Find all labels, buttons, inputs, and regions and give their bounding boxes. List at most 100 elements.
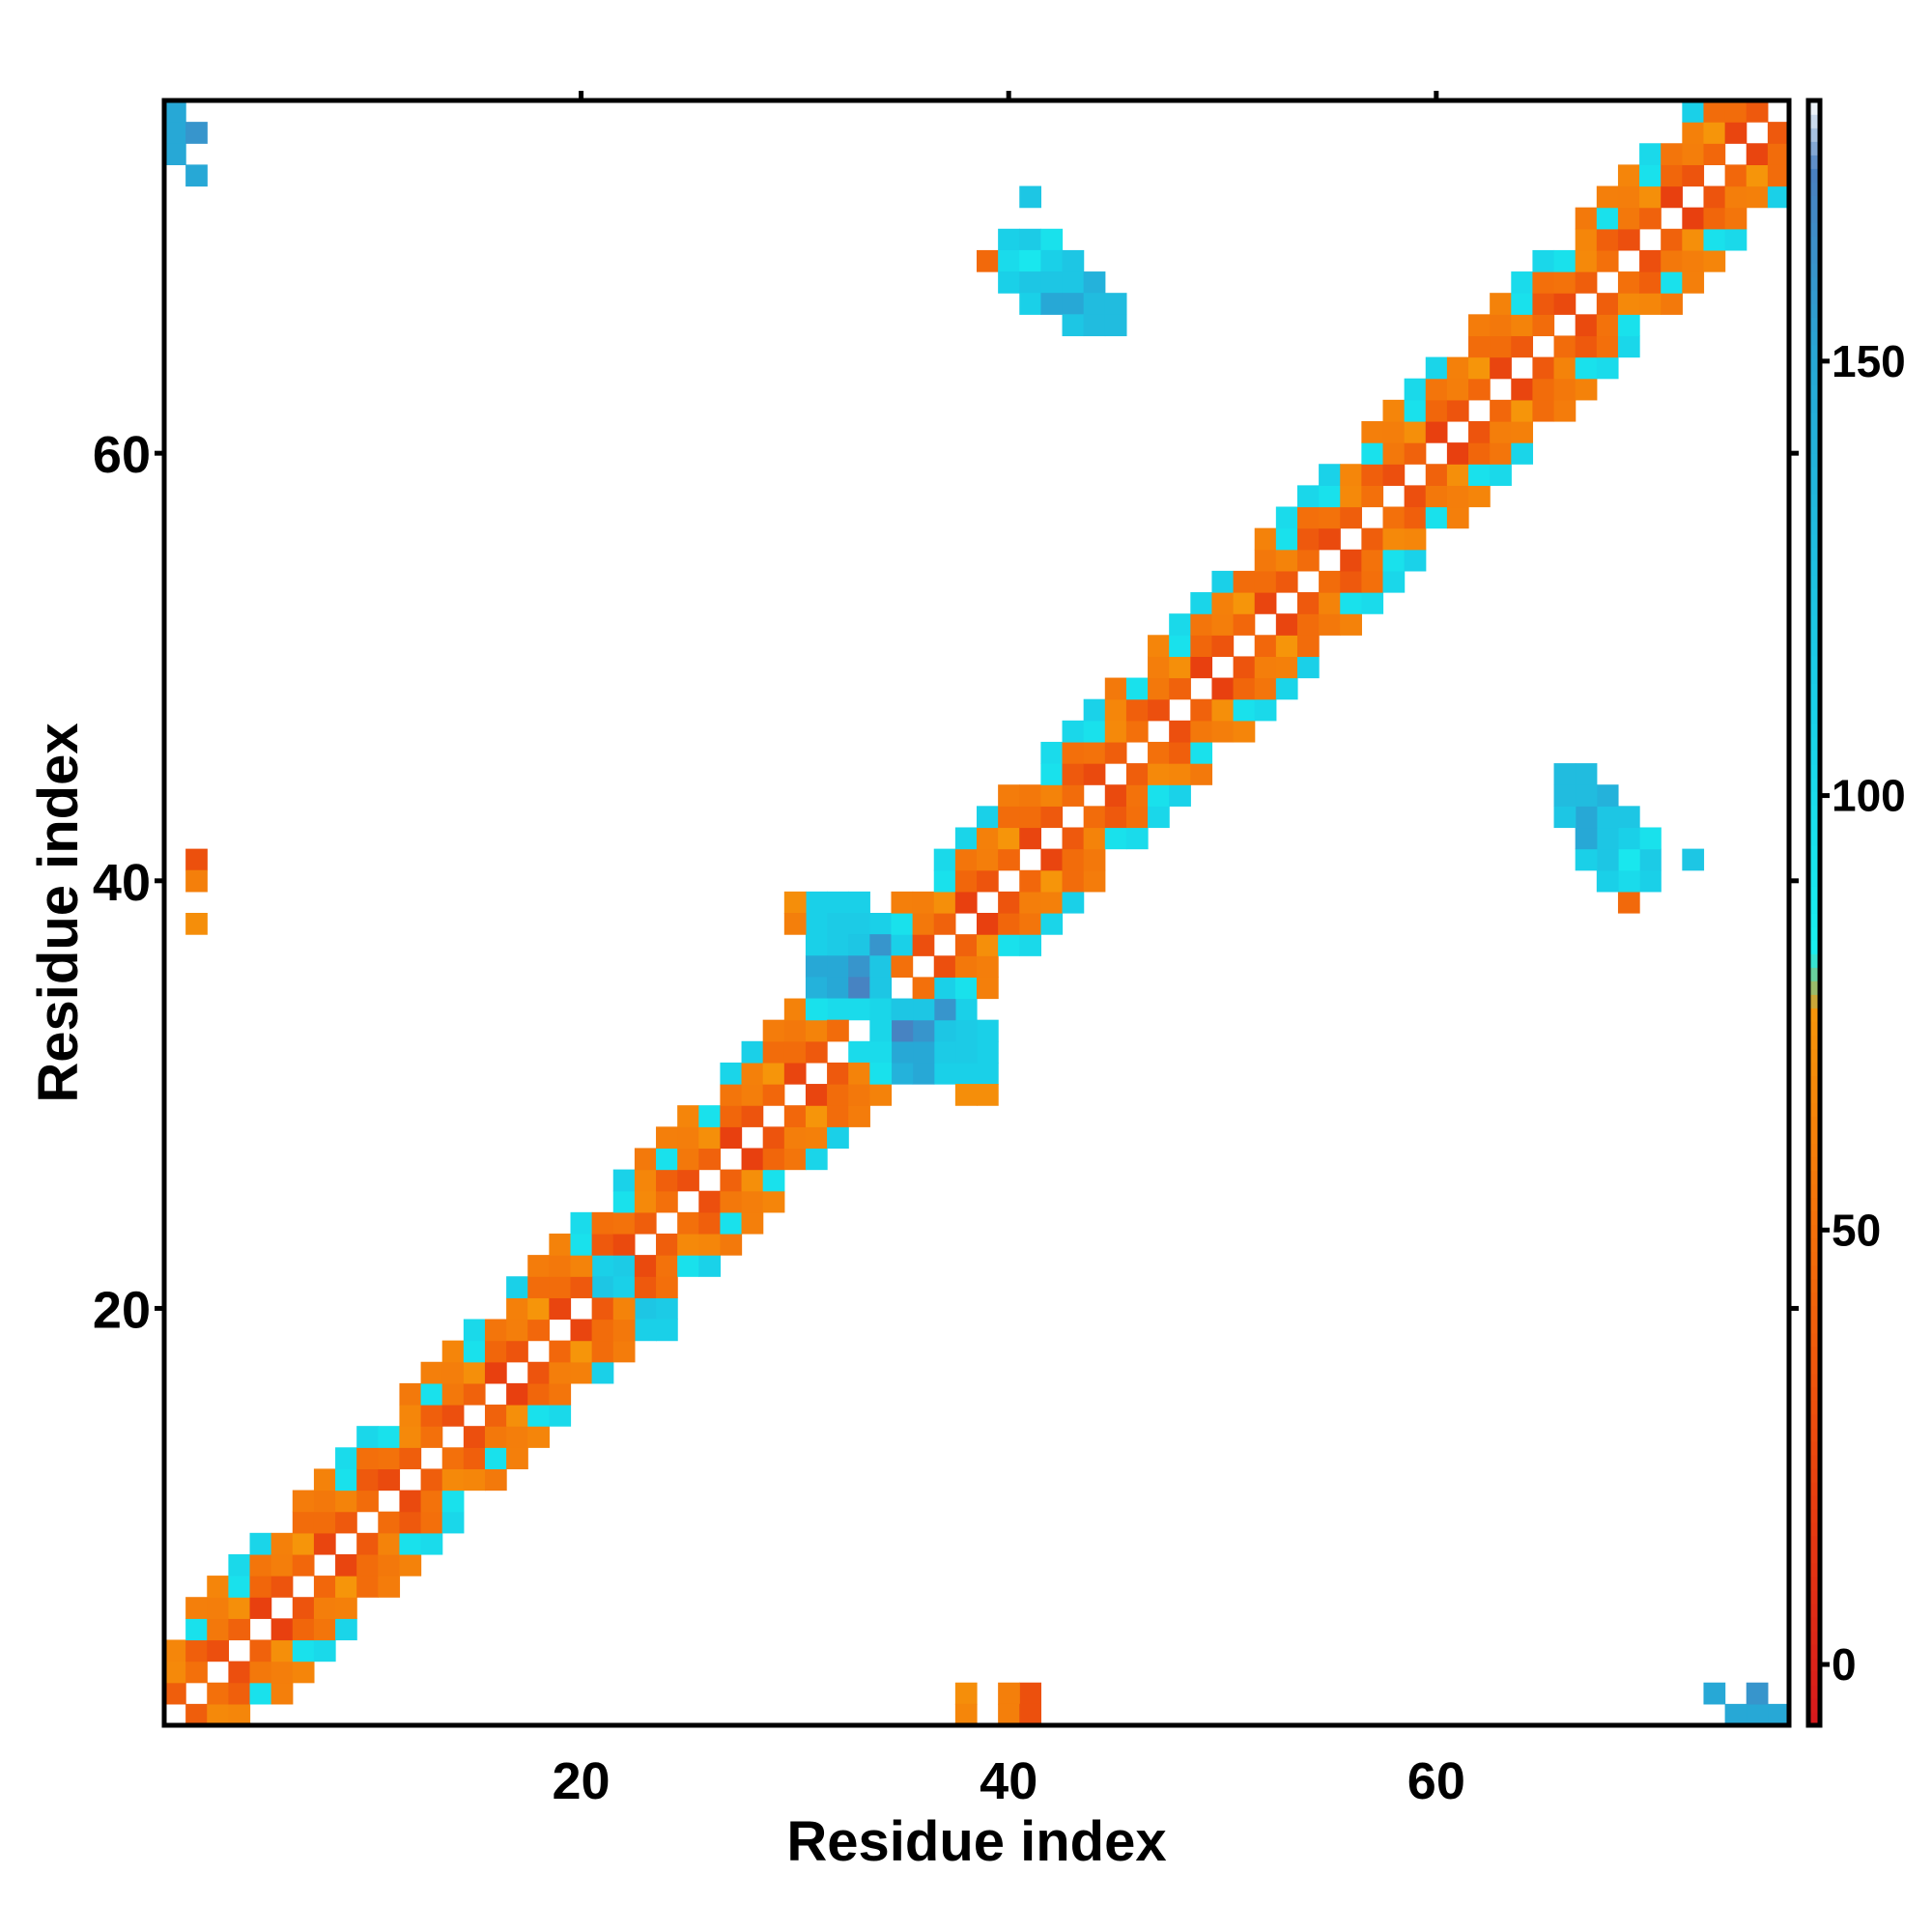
heatmap-cell — [207, 1639, 229, 1662]
heatmap-cell — [1361, 592, 1384, 614]
heatmap-cell — [698, 1148, 722, 1171]
heatmap-cell — [1532, 356, 1555, 380]
heatmap-cell — [420, 1490, 443, 1513]
heatmap-cell — [1019, 827, 1041, 850]
heatmap-cell — [185, 1703, 208, 1726]
heatmap-cell — [441, 1340, 465, 1363]
heatmap-cell — [1062, 314, 1085, 337]
colorbar-segment — [1808, 1278, 1820, 1293]
heatmap-cell — [1767, 122, 1790, 144]
heatmap-cell — [1254, 635, 1277, 658]
heatmap-cell — [207, 1618, 229, 1641]
heatmap-cell — [1361, 527, 1384, 551]
heatmap-cell — [1490, 293, 1512, 315]
heatmap-cell — [1404, 442, 1427, 465]
heatmap-cell — [741, 1211, 764, 1235]
heatmap-cell — [1275, 549, 1298, 572]
heatmap-cell — [869, 1062, 893, 1085]
heatmap-cell — [1425, 464, 1448, 486]
colorbar-segment — [1808, 601, 1820, 616]
heatmap-cell — [1083, 806, 1106, 829]
heatmap-cell — [1233, 613, 1256, 636]
heatmap-cell — [1148, 763, 1170, 785]
heatmap-cell — [1382, 527, 1406, 551]
heatmap-cell — [698, 1190, 722, 1213]
heatmap-cell — [164, 143, 186, 165]
heatmap-cell — [656, 1126, 678, 1150]
heatmap-cell — [378, 1468, 401, 1492]
heatmap-cell — [1490, 399, 1512, 422]
colorbar-segment — [1808, 844, 1820, 860]
heatmap-cell — [1083, 741, 1106, 764]
heatmap-cell — [292, 1511, 315, 1534]
heatmap-cell — [977, 869, 999, 893]
heatmap-cell — [1511, 335, 1534, 358]
heatmap-cell — [1104, 698, 1127, 722]
heatmap-cell — [1125, 806, 1149, 829]
heatmap-cell — [527, 1276, 550, 1298]
heatmap-cell — [549, 1276, 572, 1298]
heatmap-cell — [1019, 228, 1041, 251]
heatmap-cell — [378, 1553, 401, 1577]
heatmap-cell — [805, 1105, 828, 1127]
heatmap-cell — [1553, 378, 1577, 401]
colorbar-segment — [1808, 574, 1820, 589]
heatmap-cell — [805, 955, 828, 978]
heatmap-cell — [720, 1211, 743, 1235]
colorbar-segment — [1808, 750, 1820, 765]
heatmap-cell — [1404, 420, 1427, 443]
heatmap-cell — [656, 1297, 678, 1321]
heatmap-cell — [591, 1340, 614, 1363]
heatmap-cell — [933, 1040, 956, 1064]
colorbar-segment — [1808, 1386, 1820, 1402]
heatmap-cell — [869, 1084, 893, 1106]
heatmap-cell — [1639, 869, 1662, 893]
heatmap-cell — [1062, 827, 1085, 850]
heatmap-cell — [527, 1382, 550, 1406]
colorbar-segment — [1808, 967, 1820, 981]
heatmap-cell — [762, 1126, 785, 1150]
heatmap-cell — [1319, 485, 1341, 508]
heatmap-cell — [420, 1382, 443, 1406]
heatmap-cell — [783, 1019, 807, 1042]
heatmap-cell — [1275, 656, 1298, 679]
colorbar-segment — [1808, 1657, 1820, 1672]
heatmap-cell — [549, 1233, 572, 1256]
heatmap-cell — [1169, 741, 1191, 764]
heatmap-cell — [270, 1532, 294, 1555]
heatmap-cell — [827, 1084, 849, 1106]
colorbar-segment — [1808, 506, 1820, 522]
heatmap-cell — [1553, 293, 1577, 315]
colorbar-segment — [1808, 1224, 1820, 1239]
heatmap-cell — [1596, 185, 1619, 209]
heatmap-cell — [249, 1597, 272, 1619]
heatmap-cell — [1148, 806, 1170, 829]
heatmap-cell — [335, 1447, 357, 1470]
heatmap-cell — [1575, 784, 1598, 807]
colorbar-segment — [1808, 1332, 1820, 1348]
colorbar-segment — [1808, 1413, 1820, 1429]
heatmap-cell — [249, 1553, 272, 1577]
heatmap-cell — [506, 1319, 528, 1342]
heatmap-cell — [1275, 613, 1298, 636]
heatmap-cell — [891, 1062, 914, 1085]
heatmap-cell — [1340, 570, 1362, 593]
heatmap-cell — [506, 1297, 528, 1321]
heatmap-cell — [1083, 869, 1106, 893]
heatmap-cell — [933, 869, 956, 893]
heatmap-cell — [954, 1062, 978, 1085]
heatmap-cell — [656, 1148, 678, 1171]
heatmap-cell — [1125, 784, 1149, 807]
heatmap-cell — [1617, 271, 1640, 294]
heatmap-cell — [378, 1576, 401, 1598]
heatmap-cell — [741, 1040, 764, 1064]
x-tick-label: 60 — [1407, 1752, 1465, 1810]
heatmap-cell — [1211, 698, 1235, 722]
heatmap-cell — [1425, 485, 1448, 508]
colorbar-segment — [1808, 209, 1820, 223]
colorbar-segment — [1808, 1643, 1820, 1659]
heatmap-cell — [484, 1447, 507, 1470]
heatmap-cell — [1169, 656, 1191, 679]
colorbar-segment — [1808, 1008, 1820, 1022]
heatmap-cell — [1446, 356, 1469, 380]
